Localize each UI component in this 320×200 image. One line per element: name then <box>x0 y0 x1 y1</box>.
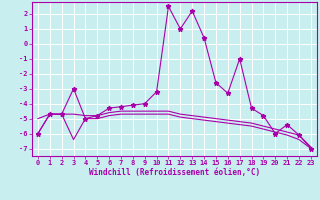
X-axis label: Windchill (Refroidissement éolien,°C): Windchill (Refroidissement éolien,°C) <box>89 168 260 177</box>
